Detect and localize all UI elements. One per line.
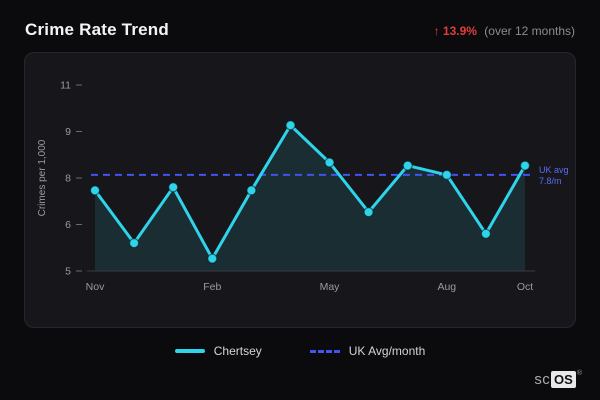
legend-label-chertsey: Chertsey [213, 344, 262, 358]
page-title: Crime Rate Trend [25, 20, 169, 39]
registered-mark: ® [576, 370, 582, 377]
trend-period: (over 12 months) [484, 24, 575, 38]
svg-text:5: 5 [65, 266, 71, 278]
legend-item-uk-avg[interactable]: UK Avg/month [309, 344, 426, 358]
chart-legend: Chertsey UK Avg/month [24, 344, 576, 358]
chart-card: UK avg 7.8/m 11 9 8 6 5 Nov Feb May Aug Oct Crimes p… [24, 52, 576, 328]
legend-label-uk-avg: UK Avg/month [348, 344, 426, 358]
svg-text:Crimes per 1,000: Crimes per 1,000 [37, 139, 48, 216]
dashed-line-swatch-icon [309, 349, 340, 353]
svg-text:9: 9 [65, 126, 71, 138]
svg-text:Oct: Oct [517, 281, 533, 293]
logo-os-box: OS [551, 371, 576, 388]
svg-text:Nov: Nov [86, 281, 105, 293]
header: Crime Rate Trend ↑ 13.9% (over 12 months… [25, 20, 575, 40]
svg-text:Feb: Feb [203, 281, 221, 293]
scos-logo: sc OS ® [534, 370, 582, 388]
svg-text:7.8/m: 7.8/m [539, 176, 562, 186]
svg-text:8: 8 [65, 173, 71, 185]
svg-text:Aug: Aug [437, 281, 456, 293]
legend-item-chertsey[interactable]: Chertsey [174, 344, 262, 358]
svg-text:11: 11 [60, 80, 71, 92]
svg-text:May: May [320, 281, 341, 293]
line-swatch-icon [174, 349, 205, 353]
trend-stat: ↑ 13.9% (over 12 months) [434, 24, 575, 38]
svg-text:UK avg: UK avg [539, 165, 569, 175]
svg-text:6: 6 [65, 219, 71, 231]
trend-percent: 13.9% [442, 24, 477, 38]
trend-up-arrow-icon: ↑ [433, 24, 440, 38]
logo-prefix: sc [534, 371, 551, 388]
